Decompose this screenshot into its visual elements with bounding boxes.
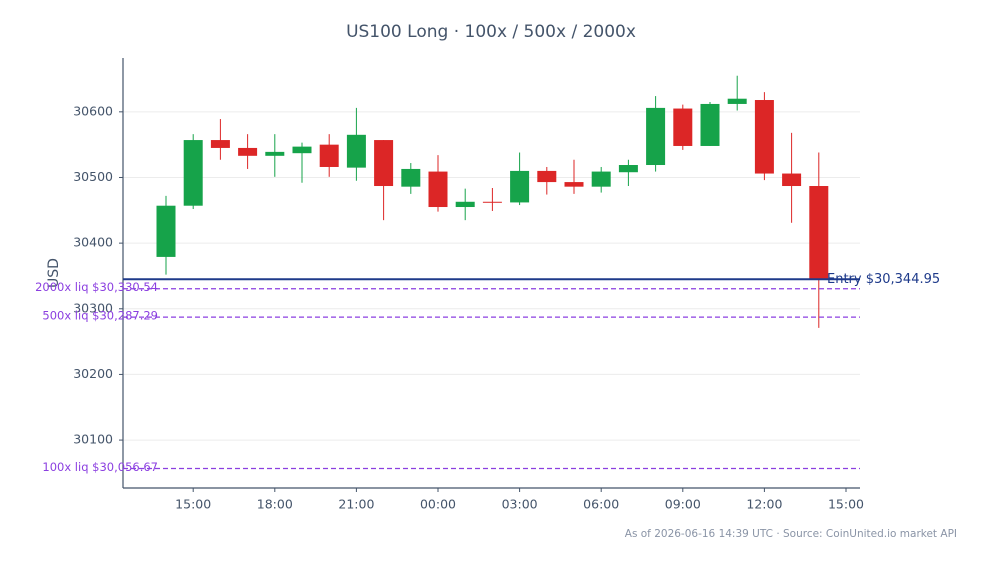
candle-body xyxy=(455,201,475,208)
candle-body xyxy=(673,108,693,146)
y-tick-label: 30200 xyxy=(73,366,113,381)
footnote: As of 2026-06-16 14:39 UTC · Source: Coi… xyxy=(625,528,957,540)
candle-body xyxy=(618,165,638,173)
x-tick-label: 15:00 xyxy=(175,497,211,512)
y-axis-label: USD xyxy=(46,258,62,288)
candle-body xyxy=(537,170,557,183)
reference-label: 100x liq $30,056.67 xyxy=(42,460,158,474)
y-tick-label: 30400 xyxy=(73,235,113,250)
candle-body xyxy=(183,140,203,206)
candle-body xyxy=(156,205,176,257)
candle-body xyxy=(292,146,312,154)
candle-body xyxy=(510,170,530,203)
y-tick-label: 30600 xyxy=(73,103,113,118)
candle-body xyxy=(210,140,230,148)
x-tick-label: 06:00 xyxy=(583,497,619,512)
candle-body xyxy=(482,201,502,203)
x-tick-label: 18:00 xyxy=(257,497,293,512)
candle-body xyxy=(428,171,448,208)
y-tick-label: 30100 xyxy=(73,432,113,447)
candle-body xyxy=(646,107,666,166)
candle-body xyxy=(564,182,584,187)
reference-label: 500x liq $30,287.29 xyxy=(42,309,158,323)
x-tick-label: 00:00 xyxy=(420,497,456,512)
reference-label: Entry $30,344.95 xyxy=(827,272,940,287)
candle-body xyxy=(401,168,421,187)
reference-label: 2000x liq $30,330.54 xyxy=(35,280,158,294)
x-tick-label: 03:00 xyxy=(502,497,538,512)
x-tick-label: 15:00 xyxy=(828,497,864,512)
candle-body xyxy=(809,186,829,280)
x-tick-label: 12:00 xyxy=(746,497,782,512)
candle-body xyxy=(591,171,611,187)
y-tick-label: 30500 xyxy=(73,169,113,184)
chart-title: US100 Long · 100x / 500x / 2000x xyxy=(346,22,636,42)
candle-body xyxy=(700,103,720,146)
candle-body xyxy=(238,147,258,156)
candle-body xyxy=(727,98,747,104)
candle-body xyxy=(346,134,366,168)
candle-body xyxy=(319,144,339,167)
x-tick-label: 21:00 xyxy=(338,497,374,512)
candle-body xyxy=(754,100,774,174)
candle-body xyxy=(265,151,285,156)
x-tick-label: 09:00 xyxy=(665,497,701,512)
candle-body xyxy=(782,173,802,187)
candle-body xyxy=(374,140,394,187)
y-tick-label: 30300 xyxy=(73,300,113,315)
